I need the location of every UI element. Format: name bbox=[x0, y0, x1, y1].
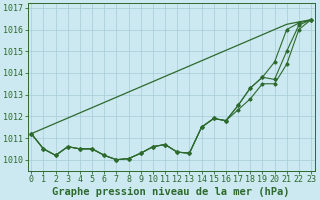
X-axis label: Graphe pression niveau de la mer (hPa): Graphe pression niveau de la mer (hPa) bbox=[52, 186, 290, 197]
